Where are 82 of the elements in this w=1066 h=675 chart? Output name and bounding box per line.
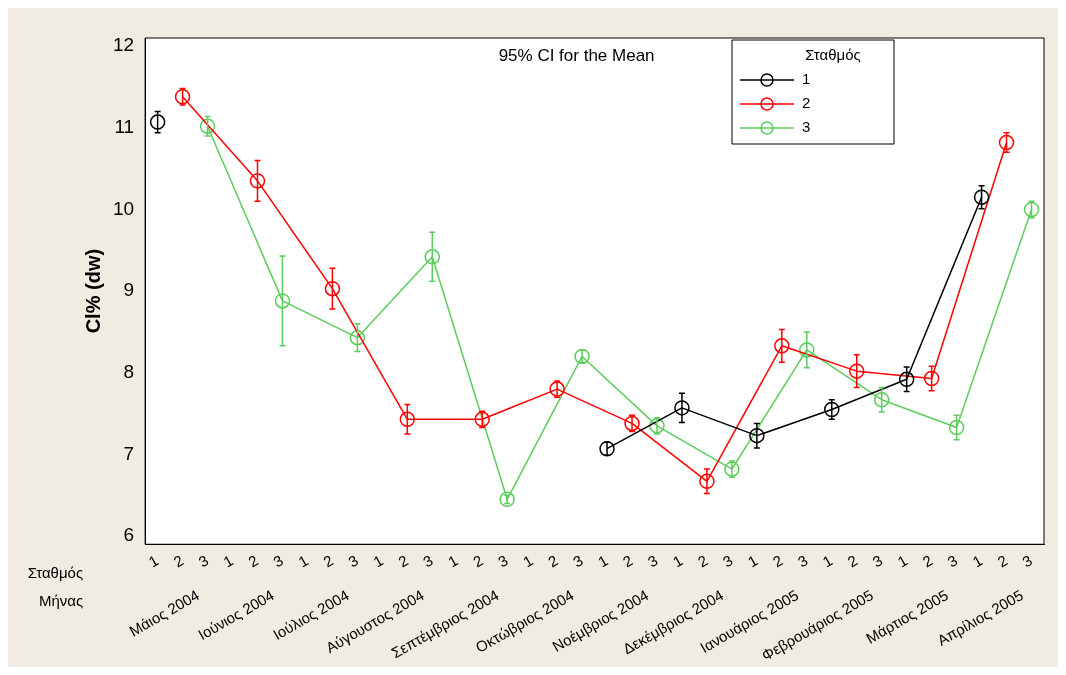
x-tick-label: 2 xyxy=(619,551,636,571)
point xyxy=(549,381,565,397)
x-tick-label: 1 xyxy=(819,551,836,571)
x-tick-label: 3 xyxy=(420,551,436,571)
y-tick-label: 12 xyxy=(112,34,135,56)
x-tick-label: 3 xyxy=(569,551,586,571)
x-tick-label: 2 xyxy=(544,551,561,571)
y-tick-label: 11 xyxy=(114,116,135,138)
point xyxy=(399,411,416,428)
point xyxy=(898,371,915,388)
x-tick-label: 3 xyxy=(270,551,287,571)
x-tick-label: 2 xyxy=(919,551,936,571)
x-tick-label: 1 xyxy=(894,551,911,571)
legend-label: 2 xyxy=(802,94,811,112)
x-tick-label: 1 xyxy=(744,551,761,571)
point xyxy=(649,418,665,434)
y-tick-label: 9 xyxy=(123,279,135,301)
x-tick-label: 1 xyxy=(295,551,311,571)
point xyxy=(274,293,291,309)
x-tick-label: 3 xyxy=(195,551,212,571)
y-tick-label: 10 xyxy=(112,197,135,219)
annotation: 95% CI for the Mean xyxy=(498,45,655,65)
point xyxy=(923,370,940,387)
x-tick-label: 2 xyxy=(694,551,711,571)
x-tick-label: 3 xyxy=(944,551,961,571)
x-tick-label: 1 xyxy=(519,551,536,571)
point xyxy=(873,391,890,408)
point xyxy=(199,118,216,134)
x-axis-title: Μήνας xyxy=(38,592,84,610)
x-tick-label: 1 xyxy=(145,551,162,571)
legend-label: 1 xyxy=(802,70,811,88)
x-tick-label: 1 xyxy=(445,551,461,571)
x-tick-label: 2 xyxy=(769,551,786,571)
legend-title: Σταθμός xyxy=(805,46,861,64)
x-tick-label: 1 xyxy=(594,551,611,571)
x-tick-label: 3 xyxy=(495,551,511,571)
x-tick-label: 3 xyxy=(345,551,361,571)
x-tick-label: 3 xyxy=(644,551,661,571)
point xyxy=(674,400,690,416)
point xyxy=(948,419,965,436)
x-tick-label: 1 xyxy=(669,551,686,571)
point xyxy=(699,473,715,490)
x-tick-label: 3 xyxy=(719,551,736,571)
point xyxy=(724,461,740,477)
x-tick-label: 2 xyxy=(170,551,187,571)
x-tick-label: 3 xyxy=(794,551,811,571)
x-tick-label: 1 xyxy=(370,551,386,571)
x-tick-label: 2 xyxy=(245,551,262,571)
x-tick-label: 2 xyxy=(320,551,336,571)
y-tick-label: 7 xyxy=(123,442,135,464)
x-tick-label: 3 xyxy=(1019,551,1036,571)
point xyxy=(499,491,515,508)
point xyxy=(973,189,990,205)
x-tick-label: 2 xyxy=(395,551,411,571)
point xyxy=(249,173,266,189)
x-tick-label: 2 xyxy=(844,551,861,571)
y-tick-label: 6 xyxy=(123,524,135,546)
point xyxy=(599,440,615,457)
point xyxy=(774,338,790,354)
y-axis-title: Cl% (dw) xyxy=(81,248,104,334)
y-tick-label: 8 xyxy=(123,361,135,383)
point xyxy=(149,114,166,130)
x-tick-label: 3 xyxy=(869,551,886,571)
point xyxy=(848,363,865,379)
x-tick-label: 1 xyxy=(220,551,237,571)
point xyxy=(574,348,590,365)
point xyxy=(1023,201,1040,218)
point xyxy=(474,411,490,428)
point xyxy=(324,280,341,297)
point xyxy=(998,134,1015,151)
point xyxy=(749,427,765,444)
text: Σταθμός xyxy=(27,564,84,582)
point xyxy=(799,342,815,358)
x-tick-label: 2 xyxy=(470,551,486,571)
point xyxy=(349,329,366,346)
x-tick-label: 1 xyxy=(969,551,986,571)
point xyxy=(424,249,441,265)
legend-label: 3 xyxy=(802,118,811,136)
point xyxy=(624,415,640,432)
point xyxy=(174,89,191,105)
x-tick-label: 2 xyxy=(994,551,1011,571)
point xyxy=(824,401,840,418)
